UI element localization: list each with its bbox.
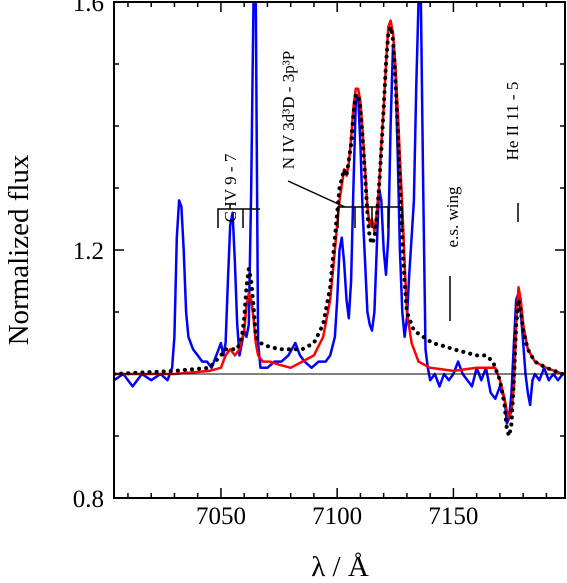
spectrum-series-0 (114, 2, 564, 425)
y-tick-label: 1.6 (73, 0, 104, 17)
civ-bracket (217, 204, 260, 228)
niv-leader (287, 180, 346, 208)
axis-ticks: 7050 7100 7150 0.8 1.2 1.6 (73, 0, 565, 530)
x-axis-title: λ / Å (311, 551, 369, 583)
niv-bracket (337, 206, 403, 228)
spectrum-series-1 (114, 19, 564, 419)
civ-label: C IV 9 - 7 (221, 153, 240, 222)
line-identification-marks (217, 180, 519, 321)
heii-label: He II 11 - 5 (503, 82, 522, 161)
spectrum-curves (114, 2, 565, 438)
x-tick-label: 7100 (312, 503, 362, 530)
niv-label: N IV 3d³D - 3p³P (279, 51, 298, 170)
x-tick-label: 7150 (428, 503, 478, 530)
y-axis-title: Normalized flux (3, 154, 35, 345)
y-tick-label: 1.2 (73, 238, 104, 265)
x-tick-label: 7050 (196, 503, 246, 530)
y-tick-label: 0.8 (73, 486, 104, 513)
spectrum-series-2 (114, 24, 565, 438)
es-wing-label: e.s. wing (443, 186, 462, 247)
